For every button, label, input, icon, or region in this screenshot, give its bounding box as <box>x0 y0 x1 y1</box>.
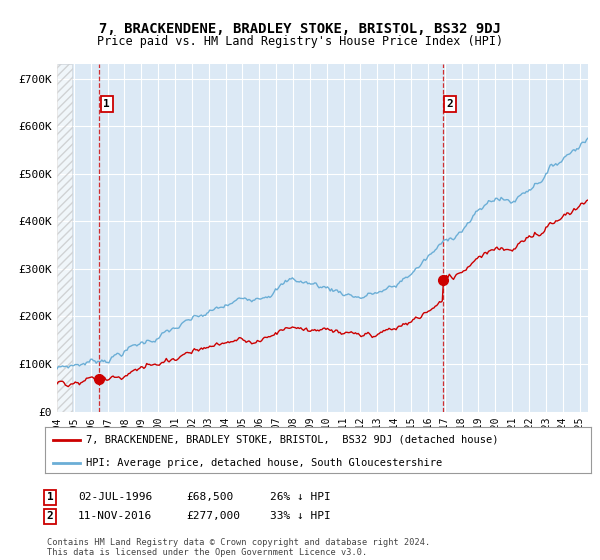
Text: £68,500: £68,500 <box>186 492 233 502</box>
Polygon shape <box>57 64 72 412</box>
Text: HPI: Average price, detached house, South Gloucestershire: HPI: Average price, detached house, Sout… <box>86 458 442 468</box>
Text: 7, BRACKENDENE, BRADLEY STOKE, BRISTOL, BS32 9DJ: 7, BRACKENDENE, BRADLEY STOKE, BRISTOL, … <box>99 22 501 36</box>
Text: 02-JUL-1996: 02-JUL-1996 <box>78 492 152 502</box>
Text: 7, BRACKENDENE, BRADLEY STOKE, BRISTOL,  BS32 9DJ (detached house): 7, BRACKENDENE, BRADLEY STOKE, BRISTOL, … <box>86 435 499 445</box>
Text: 26% ↓ HPI: 26% ↓ HPI <box>270 492 331 502</box>
Text: 11-NOV-2016: 11-NOV-2016 <box>78 511 152 521</box>
Text: 2: 2 <box>47 511 53 521</box>
Text: £277,000: £277,000 <box>186 511 240 521</box>
Text: 33% ↓ HPI: 33% ↓ HPI <box>270 511 331 521</box>
Text: Contains HM Land Registry data © Crown copyright and database right 2024.
This d: Contains HM Land Registry data © Crown c… <box>47 538 430 557</box>
Text: Price paid vs. HM Land Registry's House Price Index (HPI): Price paid vs. HM Land Registry's House … <box>97 35 503 48</box>
Text: 2: 2 <box>447 99 454 109</box>
Text: 1: 1 <box>47 492 53 502</box>
Text: 1: 1 <box>103 99 110 109</box>
